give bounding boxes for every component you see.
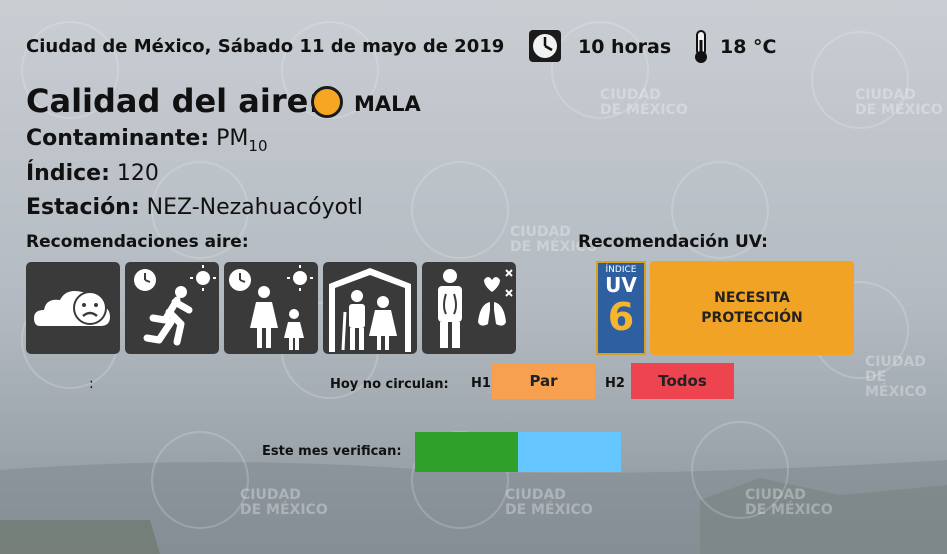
colon-text: : [89, 376, 94, 392]
cloud-sad-icon [26, 262, 120, 354]
temperature-text: 18 °C [720, 36, 777, 58]
h2-value-box: Todos [631, 363, 734, 399]
index-label: Índice: [26, 161, 110, 186]
index-line: Índice: 120 [26, 161, 159, 186]
verification-color-green [415, 432, 518, 472]
air-quality-level: MALA [354, 92, 421, 116]
watermark-text: CIUDAD DE MÉXICO [505, 487, 593, 518]
air-quality-title: Calidad del aire: [26, 82, 322, 120]
h1-value: Par [529, 372, 558, 390]
uv-index-value: 6 [607, 295, 635, 339]
uv-badge-uv-label: UV [605, 273, 637, 297]
verification-label: Este mes verifican: [262, 444, 402, 459]
family-clock-sun-icon [224, 262, 318, 354]
air-quality-indicator-dot [311, 86, 343, 118]
h1-label: H1 [471, 376, 491, 391]
elderly-indoors-icon [323, 262, 417, 354]
index-value: 120 [116, 161, 159, 186]
thermometer-icon [695, 30, 707, 63]
time-text: 10 horas [578, 36, 672, 58]
pollutant-value: PM [216, 126, 249, 151]
watermark-text: CIUDAD DE MÉXICO [745, 487, 833, 518]
verification-color-blue [518, 432, 621, 472]
pollutant-subscript: 10 [248, 137, 268, 155]
watermark-text: CIUDAD DE MÉXICO [510, 224, 598, 255]
h2-label: H2 [605, 376, 625, 391]
date-location-text: Ciudad de México, Sábado 11 de mayo de 2… [26, 36, 505, 57]
lungs-heart-icon [422, 262, 516, 354]
watermark-text: CIUDAD DE MÉXICO [855, 87, 943, 118]
station-value: NEZ-Nezahuacóyotl [146, 195, 363, 220]
uv-index-badge: ÍNDICE UV 6 [596, 261, 646, 355]
clock-icon [529, 30, 561, 62]
uv-badge-index-label: ÍNDICE [605, 265, 637, 275]
uv-recommendation-box: NECESITA PROTECCIÓN [650, 261, 854, 355]
uv-recommendation-text: NECESITA PROTECCIÓN [701, 290, 803, 326]
watermark-text: CIUDAD DE MÉXICO [865, 354, 927, 400]
air-recommendations-title: Recomendaciones aire: [26, 232, 249, 252]
running-clock-sun-icon [125, 262, 219, 354]
station-label: Estación: [26, 195, 140, 220]
h1-value-box: Par [492, 363, 595, 399]
h2-value: Todos [658, 372, 707, 390]
pollutant-label: Contaminante: [26, 126, 210, 151]
hoy-no-circula-label: Hoy no circulan: [330, 377, 449, 392]
station-line: Estación: NEZ-Nezahuacóyotl [26, 195, 363, 220]
uv-recommendation-title: Recomendación UV: [578, 232, 768, 252]
watermark-text: CIUDAD DE MÉXICO [240, 487, 328, 518]
watermark-text: CIUDAD DE MÉXICO [600, 87, 688, 118]
pollutant-line: Contaminante: PM10 [26, 126, 268, 155]
